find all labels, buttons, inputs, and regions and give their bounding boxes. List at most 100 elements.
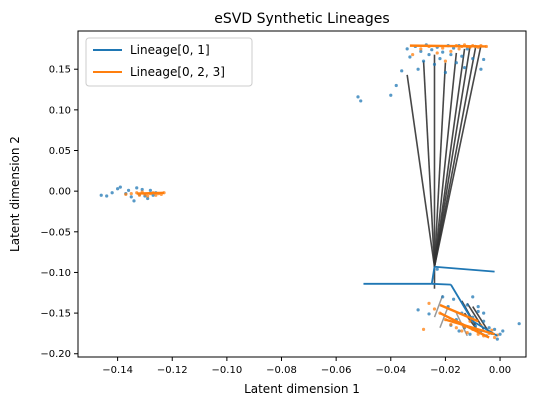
data-point-blue — [476, 309, 480, 314]
data-point-orange — [129, 191, 133, 196]
data-point-orange — [443, 59, 448, 63]
data-point-orange — [419, 47, 423, 51]
data-point-blue — [427, 52, 431, 57]
y-tick-label: −0.15 — [40, 309, 71, 320]
data-point-blue — [359, 99, 363, 103]
data-point-orange — [124, 192, 128, 197]
data-point-blue — [432, 62, 437, 66]
data-point-blue — [394, 83, 398, 88]
data-point-orange — [449, 49, 453, 53]
data-point-blue — [479, 67, 483, 71]
data-point-blue — [416, 308, 420, 312]
data-point-orange — [441, 46, 445, 50]
data-point-orange — [432, 307, 437, 311]
data-point-blue — [132, 199, 136, 203]
data-point-blue — [118, 185, 122, 189]
data-point-orange — [435, 51, 439, 55]
data-point-blue — [126, 188, 131, 192]
data-point-blue — [495, 337, 499, 341]
data-point-orange — [457, 47, 461, 51]
black-segments — [406, 45, 490, 334]
data-point-blue — [465, 47, 469, 51]
data-point-blue — [400, 69, 404, 73]
data-point-orange — [411, 52, 415, 57]
black-segment — [422, 61, 436, 267]
data-point-blue — [427, 312, 431, 316]
data-point-blue — [140, 187, 144, 192]
data-point-orange — [490, 328, 494, 332]
black-segment — [433, 45, 482, 267]
data-point-orange — [154, 193, 158, 197]
plot-frame — [77, 30, 527, 358]
data-point-orange — [465, 331, 469, 335]
data-point-blue — [482, 57, 486, 62]
x-axis-ticks: −0.14 −0.12 −0.10 −0.08 −0.06 −0.04 −0.02 0.00 — [102, 357, 511, 376]
data-point-blue — [457, 329, 461, 333]
data-point-orange — [468, 319, 472, 323]
data-point-blue — [465, 303, 469, 307]
data-point-blue — [441, 295, 445, 299]
data-point-blue — [449, 52, 453, 57]
data-point-orange — [492, 335, 497, 340]
data-point-blue — [476, 304, 480, 309]
data-point-blue — [435, 267, 439, 271]
data-point-blue — [438, 57, 442, 61]
data-point-blue — [129, 195, 133, 199]
data-point-blue — [135, 186, 139, 190]
data-point-blue — [389, 93, 393, 97]
data-point-blue — [487, 326, 491, 330]
y-tick-label: −0.20 — [40, 349, 71, 360]
data-point-blue — [482, 319, 486, 323]
legend-label-lineage-0-2-3: Lineage[0, 2, 3] — [130, 65, 225, 79]
data-point-blue — [416, 67, 420, 71]
data-point-orange — [146, 194, 150, 198]
y-tick-label: 0.15 — [49, 65, 71, 76]
x-tick-label: −0.12 — [157, 365, 188, 376]
lineage-blue-segment — [450, 284, 474, 322]
data-point-blue — [443, 70, 448, 75]
x-tick-label: −0.10 — [212, 365, 243, 376]
data-point-blue — [110, 191, 114, 195]
lineage-orange-segment — [445, 318, 495, 336]
data-point-blue — [482, 311, 486, 315]
data-point-blue — [498, 332, 502, 336]
y-tick-label: 0.00 — [49, 187, 71, 198]
x-tick-label: −0.14 — [102, 365, 133, 376]
data-point-blue — [452, 297, 456, 301]
lineage-orange-segment — [439, 303, 479, 323]
legend: Lineage[0, 1] Lineage[0, 2, 3] — [85, 37, 253, 87]
chart-title: eSVD Synthetic Lineages — [214, 11, 389, 27]
data-point-blue — [471, 295, 475, 299]
data-point-blue — [421, 59, 426, 63]
lineage-blue-segment — [431, 282, 451, 286]
data-point-blue — [356, 95, 360, 99]
data-point-blue — [105, 194, 109, 198]
lineage-blue-segment — [434, 265, 495, 273]
data-point-blue — [116, 187, 120, 191]
data-point-blue — [146, 196, 150, 201]
black-segment — [406, 74, 436, 267]
black-segment — [433, 46, 471, 267]
data-point-blue — [517, 322, 521, 326]
legend-box — [85, 37, 253, 87]
y-axis-label: Latent dimension 2 — [8, 136, 22, 252]
x-tick-label: 0.00 — [489, 365, 511, 376]
y-tick-label: −0.10 — [40, 268, 71, 279]
x-tick-label: −0.02 — [430, 365, 461, 376]
data-point-blue — [419, 49, 423, 53]
y-tick-label: 0.10 — [49, 105, 71, 116]
data-point-blue — [460, 54, 464, 58]
data-point-blue — [501, 329, 505, 333]
data-point-blue — [99, 193, 103, 197]
gray-segment — [433, 294, 444, 318]
lineage-orange-segment — [136, 191, 165, 195]
data-point-blue — [430, 48, 434, 52]
black-segment — [433, 47, 477, 267]
data-point-blue — [471, 57, 475, 61]
x-axis-label: Latent dimension 1 — [244, 382, 360, 396]
gray-segment — [439, 306, 449, 329]
data-point-blue — [462, 65, 467, 70]
data-point-orange — [427, 301, 431, 305]
y-axis-ticks: 0.15 0.10 0.05 0.00 −0.05 −0.10 −0.15 −0.20 — [40, 65, 78, 360]
